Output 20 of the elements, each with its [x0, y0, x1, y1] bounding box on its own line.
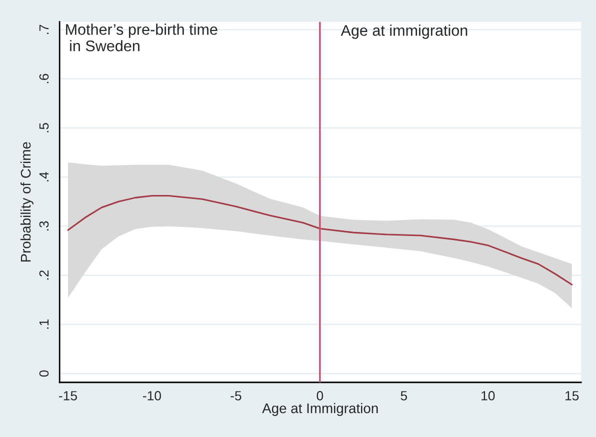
y-tick-label: 0: [39, 370, 49, 377]
x-tick-label: -10: [143, 391, 161, 400]
y-tick-label: .1: [39, 320, 49, 329]
x-tick-label: 5: [400, 391, 408, 400]
x-tick-label: 0: [316, 391, 324, 400]
annotation: Age at immigration: [340, 24, 468, 39]
x-tick-label: 15: [566, 391, 579, 400]
y-tick-label: .3: [39, 221, 49, 230]
y-tick-label: .5: [39, 122, 49, 132]
y-tick-label: .2: [39, 270, 49, 280]
x-tick-label: -5: [230, 391, 242, 400]
y-tick-label: .6: [39, 74, 49, 84]
x-axis-title: Age at Immigration: [262, 403, 378, 416]
line-series: [67, 194, 573, 286]
y-axis-title: Probability of Crime: [20, 142, 34, 262]
y-tick-label: .4: [39, 172, 49, 182]
annotation: Mother’s pre-birth time in Sweden: [66, 24, 218, 52]
x-tick-label: 10: [482, 391, 495, 400]
y-tick-label: .7: [39, 24, 49, 34]
x-tick-label: -15: [59, 391, 77, 400]
